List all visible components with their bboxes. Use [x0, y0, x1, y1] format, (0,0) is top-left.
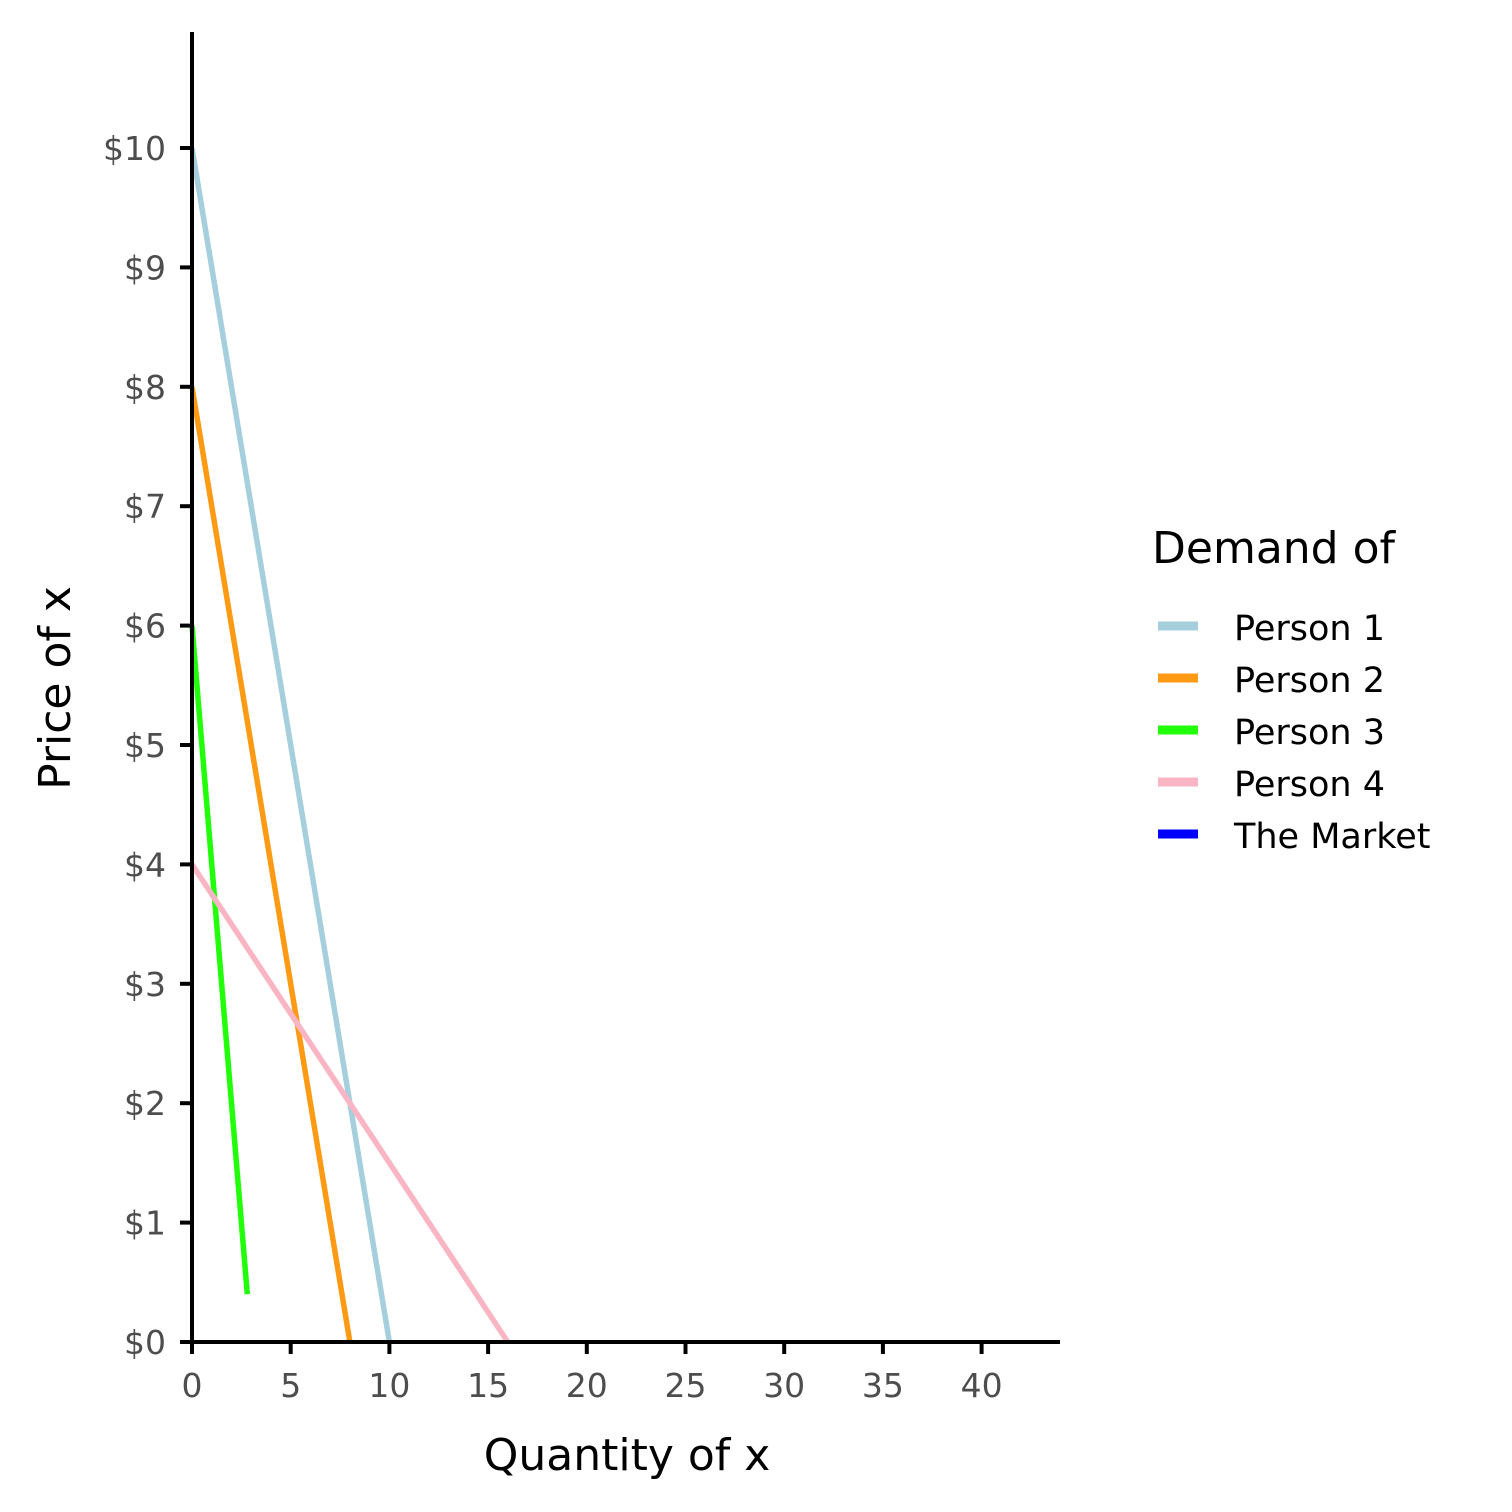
y-tick-label: $2: [124, 1084, 166, 1123]
x-tick-label: 35: [862, 1366, 904, 1405]
x-tick-label: 30: [763, 1366, 805, 1405]
y-tick-label: $4: [124, 845, 166, 884]
y-tick-label: $9: [124, 248, 166, 287]
y-axis-ticks: $0 $1 $2 $3 $4 $5 $6 $7 $8 $9 $10: [103, 129, 192, 1362]
y-tick-label: $0: [124, 1323, 166, 1362]
y-tick-label: $3: [124, 965, 166, 1004]
y-tick-label: $5: [124, 726, 166, 765]
legend-title: Demand of: [1152, 523, 1396, 574]
axes: [190, 32, 1060, 1344]
x-tick-label: 15: [467, 1366, 509, 1405]
y-tick-label: $6: [124, 607, 166, 646]
x-axis-ticks: 0 5 10 15 20 25 30 35 40: [182, 1342, 1003, 1405]
series-line-4: [189, 862, 511, 1344]
legend-label: Person 1: [1234, 609, 1385, 649]
legend-label: Person 3: [1234, 713, 1385, 753]
x-tick-label: 25: [665, 1366, 707, 1405]
y-tick-label: $8: [124, 368, 166, 407]
legend-items: Person 1 Person 2 Person 3 Person 4 The Mark…: [1158, 609, 1431, 857]
plot-lines: [189, 147, 511, 1344]
series-line-1: [189, 147, 393, 1343]
legend-label: Person 2: [1234, 661, 1385, 701]
x-tick-label: 10: [368, 1366, 410, 1405]
x-tick-label: 0: [182, 1366, 203, 1405]
y-tick-label: $7: [124, 487, 166, 526]
x-tick-label: 40: [961, 1366, 1003, 1405]
x-tick-label: 5: [280, 1366, 301, 1405]
y-axis-title: Price of x: [30, 586, 81, 790]
y-tick-label: $10: [103, 129, 166, 168]
y-tick-label: $1: [124, 1204, 166, 1243]
series-line-3: [189, 625, 251, 1295]
legend-label: Person 4: [1234, 765, 1385, 805]
legend-label: The Market: [1233, 817, 1431, 857]
x-axis-title: Quantity of x: [484, 1430, 771, 1481]
series-line-2: [189, 386, 353, 1343]
x-tick-label: 20: [566, 1366, 608, 1405]
